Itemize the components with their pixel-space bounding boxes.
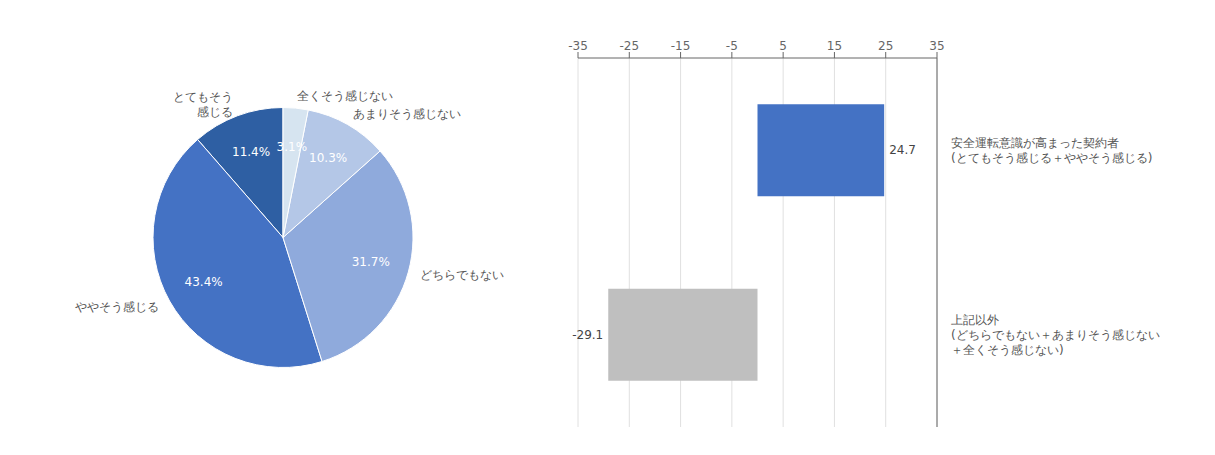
svg-text:-35: -35 — [568, 39, 588, 53]
svg-text:上記以外(どちらでもない＋あまりそう感じない＋全くそう感じな: 上記以外(どちらでもない＋あまりそう感じない＋全くそう感じない) — [951, 313, 1160, 357]
svg-text:ややそう感じる: ややそう感じる — [75, 300, 159, 314]
svg-text:35: 35 — [929, 39, 944, 53]
svg-text:-15: -15 — [671, 39, 691, 53]
svg-text:-5: -5 — [726, 39, 738, 53]
svg-text:31.7%: 31.7% — [352, 255, 390, 269]
svg-text:43.4%: 43.4% — [185, 275, 223, 289]
svg-text:24.7: 24.7 — [889, 143, 916, 157]
svg-text:10.3%: 10.3% — [309, 151, 347, 165]
svg-text:15: 15 — [827, 39, 842, 53]
svg-text:全くそう感じない: 全くそう感じない — [297, 89, 393, 103]
svg-text:3.1%: 3.1% — [277, 140, 308, 154]
svg-text:11.4%: 11.4% — [232, 145, 270, 159]
svg-text:あまりそう感じない: あまりそう感じない — [353, 107, 461, 121]
svg-text:とてもそう感じる: とてもそう感じる — [173, 90, 233, 119]
svg-text:安全運転意識が高まった契約者(とてもそう感じる＋ややそう感じ: 安全運転意識が高まった契約者(とてもそう感じる＋ややそう感じる) — [951, 136, 1152, 165]
svg-text:どちらでもない: どちらでもない — [420, 268, 504, 282]
svg-text:-25: -25 — [619, 39, 639, 53]
svg-text:-29.1: -29.1 — [572, 328, 603, 342]
svg-text:5: 5 — [779, 39, 787, 53]
svg-text:25: 25 — [878, 39, 893, 53]
